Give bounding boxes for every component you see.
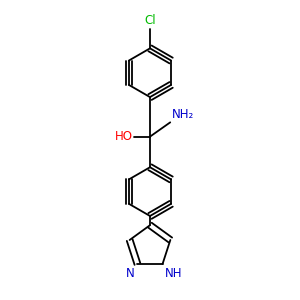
Text: NH: NH [165,267,182,280]
Text: Cl: Cl [144,14,156,27]
Text: HO: HO [115,130,133,142]
Text: N: N [126,267,135,280]
Text: NH₂: NH₂ [172,108,194,121]
